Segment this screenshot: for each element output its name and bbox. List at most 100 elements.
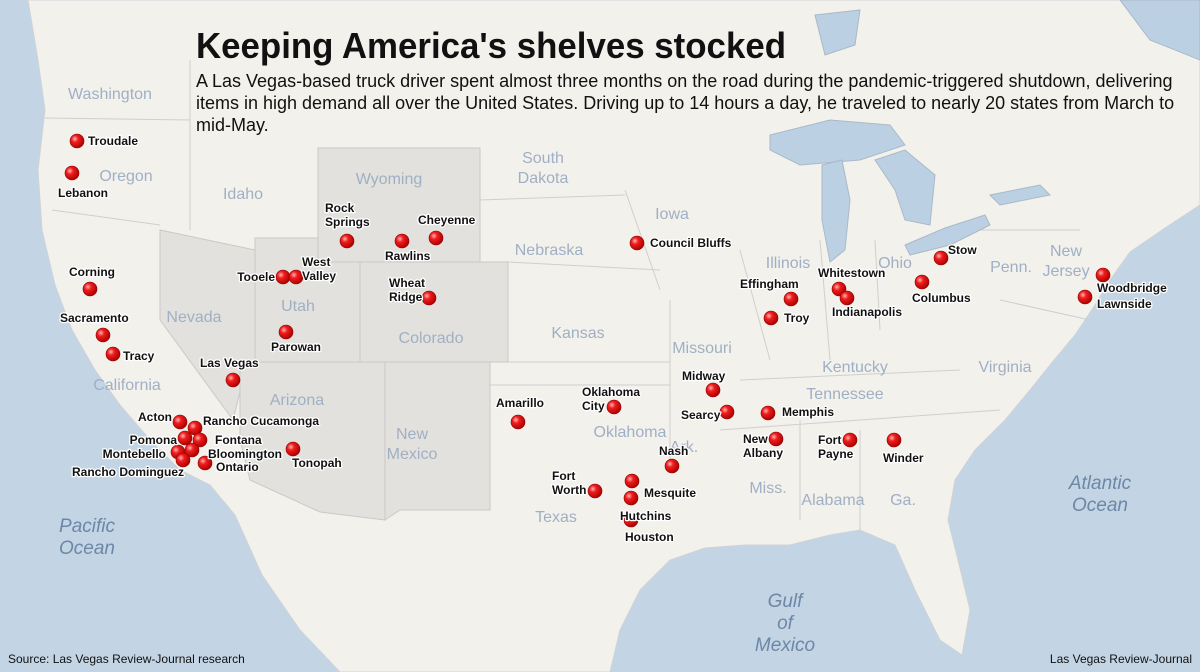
city-label: Whitestown — [818, 266, 885, 280]
city-label: Sacramento — [60, 311, 129, 325]
city-marker — [394, 233, 410, 249]
state-label: Kansas — [551, 325, 604, 342]
city-marker — [428, 230, 444, 246]
city-marker — [914, 274, 930, 290]
city-marker — [278, 324, 294, 340]
city-label: Effingham — [740, 277, 799, 291]
city-label: Midway — [682, 369, 726, 383]
city-label: Council Bluffs — [650, 236, 732, 250]
city-label: Columbus — [912, 291, 971, 305]
city-marker — [783, 291, 799, 307]
city-marker — [510, 414, 526, 430]
city-marker — [184, 442, 200, 458]
city-marker — [664, 458, 680, 474]
city-label: Parowan — [271, 340, 321, 354]
city-label: Fontana — [215, 433, 262, 447]
city-label: Winder — [883, 451, 924, 465]
city-label: Nash — [659, 444, 688, 458]
city-marker — [82, 281, 98, 297]
city-marker — [1095, 267, 1111, 283]
city-label: Fort Worth — [552, 469, 586, 497]
city-label: West Valley — [302, 255, 336, 283]
city-marker — [606, 399, 622, 415]
state-label: New Jersey — [1042, 243, 1089, 280]
city-label: Rawlins — [385, 249, 431, 263]
city-marker — [705, 382, 721, 398]
source: Source: Las Vegas Review-Journal researc… — [8, 652, 245, 666]
city-marker — [587, 483, 603, 499]
city-marker — [285, 441, 301, 457]
city-label: Woodbridge — [1097, 281, 1167, 295]
city-marker — [95, 327, 111, 343]
city-marker — [839, 290, 855, 306]
state-label: Oregon — [99, 168, 152, 185]
city-marker — [629, 235, 645, 251]
city-label: Searcy — [681, 408, 721, 422]
state-label: Ga. — [890, 492, 916, 509]
state-label: Nebraska — [515, 242, 584, 259]
city-label: Lawnside — [1097, 297, 1152, 311]
state-label: Missouri — [672, 340, 732, 357]
city-marker — [105, 346, 121, 362]
state-label: Arizona — [270, 392, 324, 409]
highlighted-states — [159, 147, 509, 521]
water-label: Pacific Ocean — [59, 516, 115, 559]
state-label: Idaho — [223, 186, 263, 203]
city-marker — [719, 404, 735, 420]
city-label: Tooele — [237, 270, 275, 284]
city-label: Rock Springs — [325, 201, 370, 229]
city-marker — [933, 250, 949, 266]
city-label: Corning — [69, 265, 115, 279]
state-label: Utah — [281, 298, 315, 315]
city-label: Memphis — [782, 405, 834, 419]
city-marker — [421, 290, 437, 306]
city-marker — [623, 512, 639, 528]
city-label: Hutchins — [620, 509, 672, 523]
city-marker — [275, 269, 291, 285]
water-label: Gulf of Mexico — [755, 591, 815, 656]
state-label: Ohio — [878, 255, 912, 272]
city-label: Acton — [138, 410, 172, 424]
city-label: Houston — [625, 530, 674, 544]
city-label: Tracy — [123, 349, 155, 363]
city-label: Lebanon — [58, 186, 108, 200]
state-label: New Mexico — [387, 426, 438, 463]
state-label: Iowa — [655, 206, 689, 223]
state-label: South Dakota — [518, 150, 569, 187]
title: Keeping America's shelves stocked — [196, 25, 786, 66]
state-label: Virginia — [978, 359, 1031, 376]
city-label: Ontario — [216, 460, 259, 474]
city-marker — [623, 490, 639, 506]
state-label: Illinois — [766, 255, 810, 272]
city-label: Rancho Dominguez — [72, 465, 184, 479]
city-label: Las Vegas — [200, 356, 259, 370]
city-marker — [339, 233, 355, 249]
state-label: Nevada — [166, 309, 221, 326]
city-marker — [842, 432, 858, 448]
city-label: Troy — [784, 311, 810, 325]
state-label: Alabama — [801, 492, 864, 509]
state-label: Tennessee — [806, 386, 883, 403]
city-label: Bloomington — [208, 447, 282, 461]
city-label: Rancho Cucamonga — [203, 414, 319, 428]
city-marker — [69, 133, 85, 149]
water-label: Atlantic Ocean — [1068, 473, 1132, 516]
state-label: California — [93, 377, 161, 394]
city-marker — [1077, 289, 1093, 305]
city-marker — [225, 372, 241, 388]
city-marker — [192, 432, 208, 448]
state-label: Wyoming — [356, 171, 423, 188]
city-label: New Albany — [743, 432, 783, 460]
state-label: Ark. — [670, 439, 698, 456]
state-label: Miss. — [749, 480, 786, 497]
city-marker — [624, 473, 640, 489]
credit: Las Vegas Review-Journal — [1050, 652, 1192, 666]
state-label: Texas — [535, 509, 577, 526]
city-marker — [760, 405, 776, 421]
city-label: Indianapolis — [832, 305, 902, 319]
state-label: Oklahoma — [594, 424, 667, 441]
city-label: Mesquite — [644, 486, 696, 500]
state-label: Penn. — [990, 259, 1032, 276]
city-label: Wheat Ridge — [389, 276, 425, 304]
